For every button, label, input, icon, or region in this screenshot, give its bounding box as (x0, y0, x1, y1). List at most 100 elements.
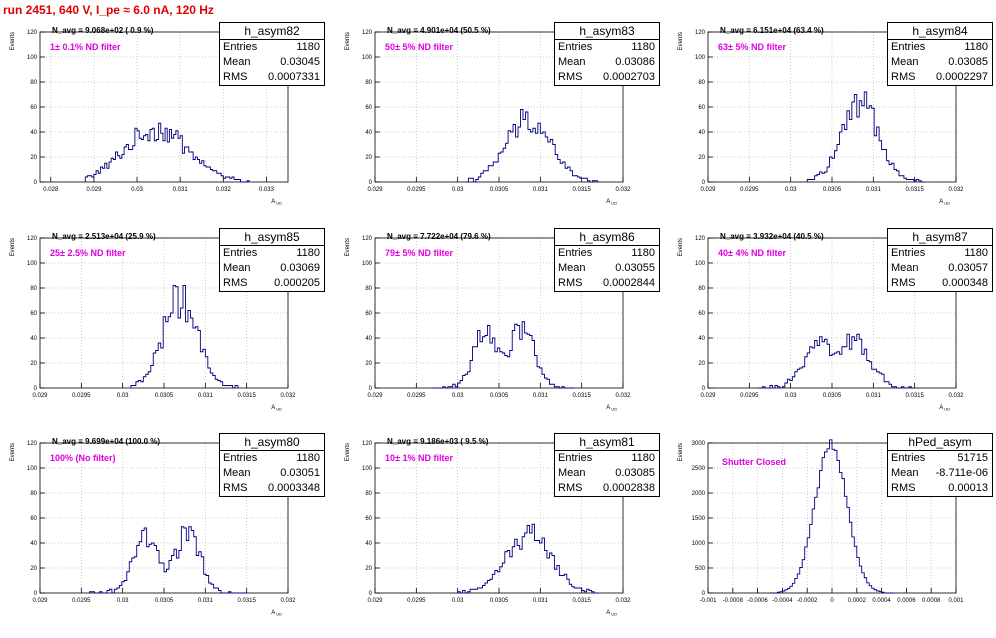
x-tick-label: 0.0315 (905, 187, 924, 193)
x-tick-label: 0.032 (948, 393, 964, 399)
n-avg-label: N_avg = 4.901e+04 (50.5 %) (387, 26, 491, 35)
stat-mean-value: 0.03051 (280, 467, 320, 479)
stat-rms-value: 0.000205 (274, 277, 320, 289)
histogram-series (84, 122, 250, 183)
x-tick-label: 0.0305 (155, 393, 174, 399)
y-tick-label: 80 (365, 491, 372, 497)
y-tick-label: 0 (34, 180, 38, 186)
x-tick-label: 0.0004 (872, 598, 891, 604)
y-tick-label: 3000 (692, 441, 706, 447)
n-avg-label: N_avg = 2.513e+04 (25.9 %) (52, 232, 156, 241)
stat-rms-label: RMS (891, 277, 916, 289)
stat-entries-value: 1180 (296, 41, 320, 53)
x-tick-label: 0.0295 (72, 393, 91, 399)
plot-frame (707, 237, 957, 389)
histogram-panel-h_asym81: 0.029 0.0295 0.03 0.0305 0.031 0.0315 0.032 0 20… (335, 433, 665, 638)
filter-note: 100% (No filter) (50, 453, 116, 463)
x-axis-label: AUD (606, 405, 617, 412)
stat-mean-row: Mean 0.03055 (555, 261, 659, 276)
y-tick-label: 100 (362, 466, 373, 472)
histogram-series (806, 91, 924, 183)
histogram-series (770, 439, 894, 594)
x-axis-label: AUD (606, 199, 617, 206)
y-tick-label: 120 (695, 236, 706, 242)
x-tick-label: 0.0295 (740, 393, 759, 399)
stat-box: h_asym81 Entries 1180 Mean 0.03085 RMS 0.00028… (554, 433, 660, 497)
stat-rms-row: RMS 0.00013 (888, 481, 992, 496)
histogram-plot: 0.029 0.0295 0.03 0.0305 0.031 0.0315 0.032 0 20… (345, 236, 631, 412)
stat-rms-value: 0.0007331 (268, 71, 320, 83)
stat-mean-value: -8.711e-06 (935, 467, 988, 479)
stat-entries-value: 1180 (964, 247, 988, 259)
n-avg-label: N_avg = 9.068e+02 ( 0.9 %) (52, 26, 154, 35)
y-tick-label: 120 (362, 30, 373, 36)
stat-entries-row: Entries 51715 (888, 451, 992, 466)
stat-rms-label: RMS (223, 482, 248, 494)
plot-frame (374, 31, 624, 183)
stat-box-title: h_asym80 (220, 434, 324, 451)
stat-entries-row: Entries 1180 (555, 246, 659, 261)
stat-rms-value: 0.0002844 (603, 277, 655, 289)
y-tick-label: 0 (369, 180, 373, 186)
x-tick-label: 0.0295 (407, 598, 426, 604)
filter-note: Shutter Closed (722, 457, 787, 467)
stat-mean-row: Mean 0.03051 (220, 466, 324, 481)
x-tick-label: 0.028 (43, 187, 59, 193)
y-tick-label: 2500 (692, 466, 706, 472)
histogram-panel-h_asym83: 0.029 0.0295 0.03 0.0305 0.031 0.0315 0.032 0 20… (335, 22, 665, 227)
y-tick-label: 0 (369, 591, 373, 597)
histogram-series (757, 333, 915, 389)
stat-rms-label: RMS (558, 482, 583, 494)
plot-frame (39, 31, 289, 183)
stat-rms-value: 0.0003348 (268, 482, 320, 494)
plot-frame (707, 31, 957, 183)
x-tick-label: 0.0315 (237, 393, 256, 399)
x-tick-label: 0.032 (280, 598, 296, 604)
x-tick-label: 0.029 (700, 393, 716, 399)
x-tick-label: 0.03 (452, 187, 464, 193)
stat-box-title: h_asym85 (220, 229, 324, 246)
stat-mean-value: 0.03085 (948, 56, 988, 68)
x-tick-label: 0.0295 (740, 187, 759, 193)
stat-rms-row: RMS 0.0002703 (555, 70, 659, 85)
stat-rms-label: RMS (223, 277, 248, 289)
y-tick-label: 80 (30, 491, 37, 497)
filter-note: 1± 0.1% ND filter (50, 42, 121, 52)
y-tick-label: 20 (30, 155, 37, 161)
stat-mean-label: Mean (891, 56, 919, 68)
y-axis-label: Events (678, 32, 684, 50)
y-tick-label: 20 (30, 566, 37, 572)
x-tick-label: -0.0002 (797, 598, 818, 604)
y-tick-label: 1000 (692, 541, 706, 547)
y-tick-label: 40 (698, 336, 705, 342)
stat-rms-row: RMS 0.0003348 (220, 481, 324, 496)
histogram-panel-h_asym84: 0.029 0.0295 0.03 0.0305 0.031 0.0315 0.032 0 20… (668, 22, 996, 227)
histogram-panel-h_asym87: 0.029 0.0295 0.03 0.0305 0.031 0.0315 0.032 0 20… (668, 228, 996, 433)
stat-rms-label: RMS (223, 71, 248, 83)
stat-mean-label: Mean (223, 467, 251, 479)
stat-rms-row: RMS 0.000205 (220, 276, 324, 291)
stat-rms-row: RMS 0.000348 (888, 276, 992, 291)
stat-entries-value: 1180 (631, 41, 655, 53)
x-tick-label: -0.0008 (723, 598, 744, 604)
x-tick-label: 0.0295 (407, 393, 426, 399)
run-title: run 2451, 640 V, I_pe ≈ 6.0 nA, 120 Hz (3, 3, 214, 17)
filter-note: 25± 2.5% ND filter (50, 248, 126, 258)
histogram-plot: 0.029 0.0295 0.03 0.0305 0.031 0.0315 0.032 0 20… (345, 30, 631, 206)
stat-rms-row: RMS 0.0002838 (555, 481, 659, 496)
y-tick-label: 100 (27, 466, 38, 472)
histogram-plot: 0.029 0.0295 0.03 0.0305 0.031 0.0315 0.032 0 20… (678, 236, 964, 412)
x-tick-label: 0.0315 (572, 598, 591, 604)
stat-box: h_asym85 Entries 1180 Mean 0.03069 RMS 0.00020… (219, 228, 325, 292)
histogram-series (432, 321, 575, 389)
x-tick-label: 0.0002 (848, 598, 867, 604)
plot-frame (39, 442, 289, 594)
x-tick-label: 0.032 (615, 187, 631, 193)
x-tick-label: 0.03 (117, 393, 129, 399)
y-tick-label: 60 (365, 105, 372, 111)
stat-mean-label: Mean (558, 262, 586, 274)
x-tick-label: 0.0305 (155, 598, 174, 604)
y-tick-label: 0 (702, 591, 706, 597)
y-tick-label: 120 (27, 236, 38, 242)
stat-entries-value: 1180 (296, 247, 320, 259)
